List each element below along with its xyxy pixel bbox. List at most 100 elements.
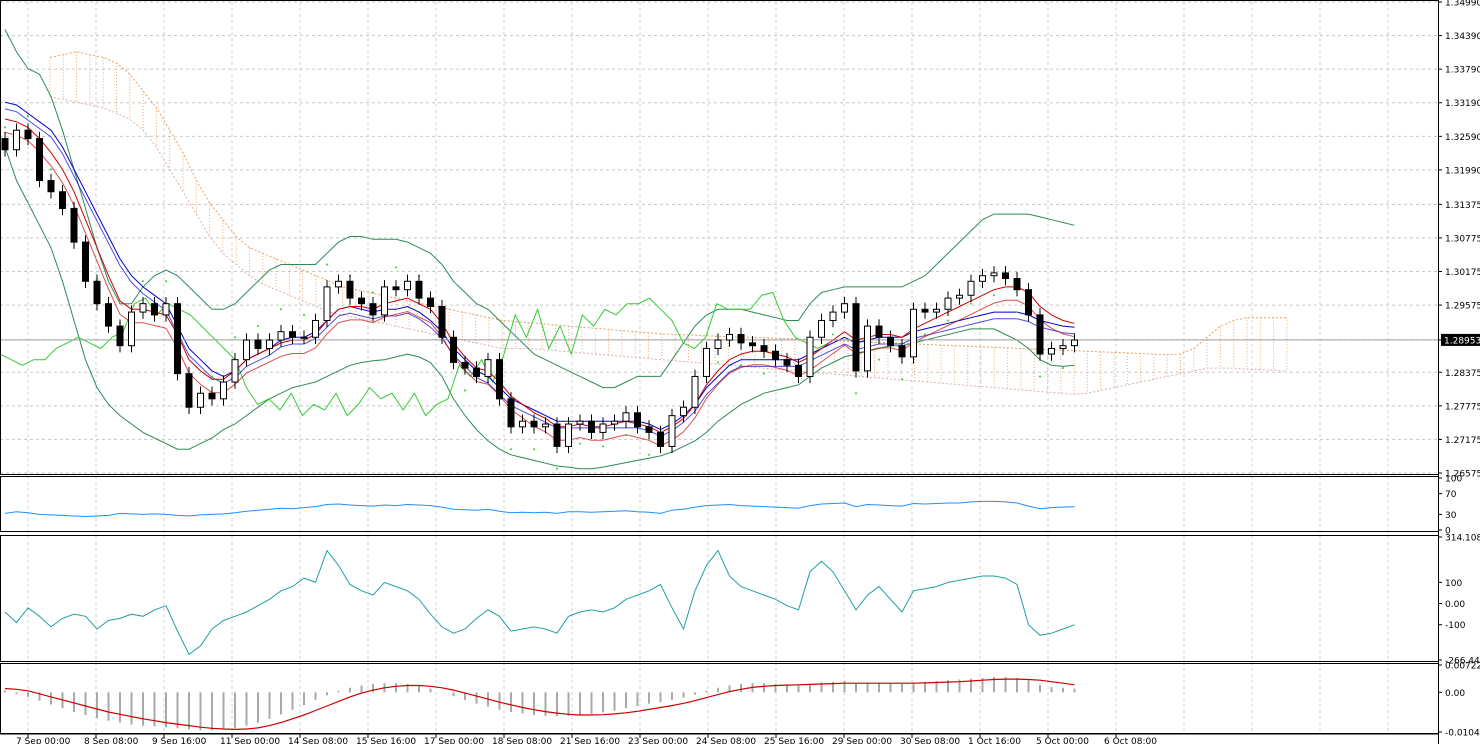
- candle-body: [128, 311, 135, 347]
- axis-tick-label: -100: [1445, 621, 1466, 631]
- candle-body: [622, 412, 630, 422]
- candle-body: [139, 303, 147, 313]
- sar-dot: [372, 291, 374, 294]
- axis-tick-label: 1.33190: [1445, 99, 1480, 109]
- candle-body: [1071, 339, 1078, 347]
- candle-body: [24, 129, 32, 140]
- candle-body: [277, 331, 285, 341]
- sar-dot: [1039, 375, 1041, 378]
- rsi-line: [4, 500, 1075, 518]
- candle-body: [415, 280, 423, 299]
- candle-body: [783, 359, 791, 366]
- candle-body: [806, 336, 814, 377]
- candle-body: [1, 138, 9, 151]
- sar-dot: [257, 325, 259, 328]
- candle-body: [841, 303, 848, 313]
- macd-signal-line: [4, 678, 1075, 731]
- sar-dot: [142, 280, 144, 283]
- time-tick-label: 5 Oct 00:00: [1036, 737, 1089, 744]
- axis-tick-label: 0.00: [1445, 600, 1465, 610]
- moving-average-line: [4, 101, 1075, 431]
- sar-dot: [924, 333, 926, 336]
- candle-body: [1036, 314, 1044, 355]
- candle-body: [496, 359, 503, 400]
- sar-dot: [970, 302, 972, 305]
- sar-dot: [1062, 367, 1064, 370]
- panel-frames: [0, 0, 1439, 744]
- sar-dot: [993, 294, 995, 297]
- candle-body: [565, 423, 572, 447]
- time-tick-label: 30 Sep 08:00: [900, 737, 960, 744]
- moving-average-line: [4, 108, 1075, 437]
- sar-dot: [165, 280, 167, 283]
- candle-body: [714, 339, 722, 349]
- axis-tick-label: 0.00722: [1445, 662, 1480, 672]
- sar-dot: [303, 313, 305, 316]
- candle-body: [151, 303, 158, 316]
- candle-body: [174, 303, 181, 375]
- candle-body: [254, 339, 262, 349]
- current-price-tag: [1441, 333, 1480, 346]
- axis-tick-label: -0.01048: [1445, 729, 1480, 739]
- candle-body: [944, 297, 952, 310]
- sar-dot: [326, 263, 328, 266]
- candle-body: [484, 359, 492, 377]
- candle-body: [461, 361, 469, 369]
- candle-body: [898, 345, 906, 358]
- bollinger-upper: [4, 29, 1075, 389]
- candle-body: [530, 420, 538, 428]
- sar-dot: [27, 115, 29, 118]
- candle-body: [576, 420, 584, 425]
- candle-body: [668, 415, 676, 447]
- candle-body: [323, 286, 331, 321]
- candle-body: [726, 333, 733, 341]
- axis-tick-label: 100: [1445, 475, 1462, 485]
- candle-body: [59, 191, 66, 210]
- time-tick-label: 21 Sep 16:00: [560, 737, 620, 744]
- sar-dot: [234, 336, 236, 339]
- sar-dot: [947, 319, 949, 322]
- axis-tick-label: 1.32590: [1445, 133, 1480, 143]
- candle-body: [392, 286, 400, 291]
- sar-dot: [464, 389, 466, 392]
- sar-dot: [740, 364, 742, 367]
- sar-dot: [648, 453, 650, 456]
- axis-tick-label: 1.31375: [1445, 201, 1480, 211]
- candle-body: [691, 375, 699, 408]
- candle-body: [36, 138, 43, 182]
- axis-tick-label: 0.00: [1445, 689, 1465, 699]
- sar-dot: [901, 378, 903, 381]
- time-tick-label: 7 Sep 00:00: [16, 737, 71, 744]
- candle-body: [910, 308, 917, 358]
- candle-body: [1002, 272, 1009, 279]
- candle-body: [312, 319, 319, 338]
- candle-body: [438, 305, 446, 338]
- candle-body: [1025, 289, 1032, 316]
- candle-body: [657, 431, 664, 447]
- panel-frame: [0, 476, 1439, 532]
- cci-panel: [4, 549, 1075, 656]
- sar-dot: [786, 386, 788, 389]
- candle-body: [553, 423, 561, 447]
- candle-body: [1013, 277, 1021, 291]
- sar-dot: [533, 448, 535, 451]
- time-tick-label: 23 Sep 00:00: [628, 737, 688, 744]
- moving-average-line: [4, 131, 1075, 447]
- candle-body: [990, 272, 998, 277]
- candle-body: [82, 241, 89, 282]
- sar-dot: [50, 168, 52, 171]
- candle-body: [875, 325, 883, 338]
- sar-dot: [717, 361, 719, 364]
- ichimoku-cloud: [49, 51, 1288, 395]
- axis-tick-label: 1.30175: [1445, 268, 1480, 278]
- candle-body: [1048, 347, 1055, 355]
- chikou-span: [0, 291, 830, 417]
- price-axis: 1.34990 1.34390 1.33790 1.33190 1.32590 1.319…: [1438, 0, 1480, 739]
- candle-body: [358, 297, 365, 305]
- candle-body: [634, 412, 641, 428]
- candle-body: [335, 280, 342, 288]
- candle-body: [921, 308, 929, 313]
- axis-tick-label: 100: [1445, 579, 1462, 589]
